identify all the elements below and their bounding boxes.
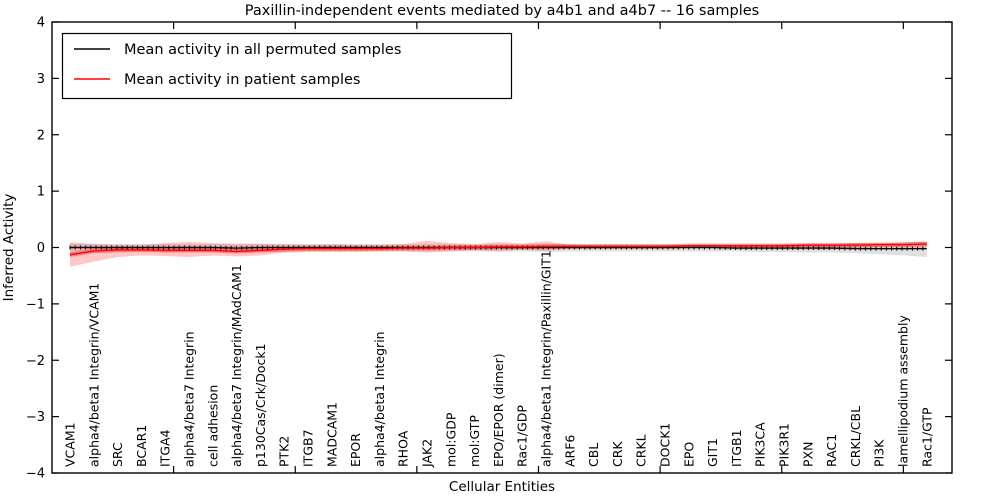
category-label: alpha4/beta1 Integrin/VCAM1 [86, 283, 101, 467]
category-label: CRKL [634, 434, 649, 467]
category-label: ITGB1 [729, 429, 744, 467]
legend-box: Mean activity in all permuted samples Mea… [61, 32, 513, 100]
category-label: mol:GDP [443, 412, 458, 467]
category-label: alpha4/beta1 Integrin/Paxillin/GIT1 [539, 250, 554, 467]
category-label: p130Cas/Crk/Dock1 [253, 343, 268, 467]
category-label: RHOA [396, 430, 411, 467]
category-label: ITGB7 [301, 429, 316, 467]
y-tick-label: 1 [37, 185, 45, 200]
y-tick-label: −2 [26, 354, 45, 369]
category-label: GIT1 [705, 438, 720, 467]
plot-area: 4 3 2 1 0 −1 −2 −3 −4 VCAM1 alpha4/beta1 Integrin/… [26, 16, 953, 482]
category-label: JAK2 [420, 439, 435, 468]
category-label: SRC [110, 442, 125, 467]
category-label: EPOR [348, 433, 363, 467]
y-tick-label: −4 [26, 467, 45, 482]
category-label: CRK [610, 441, 625, 467]
y-tick-label: 4 [37, 16, 45, 31]
category-label: CBL [586, 443, 601, 467]
y-tick-label: 2 [37, 128, 45, 143]
category-label: mol:GTP [467, 415, 482, 467]
legend-entry-label: Mean activity in all permuted samples [124, 42, 401, 58]
category-label: PXN [800, 442, 815, 467]
y-tick-label: −3 [26, 410, 45, 425]
category-label: PTK2 [277, 436, 292, 467]
category-label: alpha4/beta7 Integrin [182, 331, 197, 467]
category-label: RAC1 [824, 434, 839, 467]
category-label: BCAR1 [134, 425, 149, 467]
legend-entry-label: Mean activity in patient samples [124, 72, 360, 88]
category-label: PIK3R1 [777, 423, 792, 467]
y-tick-label: 0 [37, 241, 45, 256]
patient-mean-line [69, 243, 927, 256]
category-label: VCAM1 [63, 422, 78, 467]
category-label: EPO/EPOR (dimer) [491, 353, 506, 467]
category-label: PI3K [872, 439, 887, 467]
category-label: MADCAM1 [324, 402, 339, 467]
legend-frame [61, 32, 513, 100]
category-label: lamellipodium assembly [896, 315, 911, 467]
category-label: Rac1/GTP [919, 407, 934, 467]
category-label: CRKL/CBL [848, 406, 863, 467]
category-label: alpha4/beta1 Integrin [372, 331, 387, 467]
y-axis-label: Inferred Activity [1, 194, 17, 302]
category-label: PIK3CA [753, 422, 768, 467]
y-tick-label: −1 [26, 297, 45, 312]
x-axis-label: Cellular Entities [449, 479, 555, 495]
category-label: cell adhesion [205, 385, 220, 467]
category-label: Rac1/GDP [515, 405, 530, 467]
category-label: EPO [681, 442, 696, 467]
category-label: ARF6 [562, 435, 577, 467]
category-label: ITGA4 [158, 429, 173, 467]
category-label: DOCK1 [658, 423, 673, 467]
y-tick-label: 3 [37, 72, 45, 87]
category-label: alpha4/beta7 Integrin/MAdCAM1 [229, 264, 244, 467]
chart-title: Paxillin-independent events mediated by … [245, 3, 759, 19]
